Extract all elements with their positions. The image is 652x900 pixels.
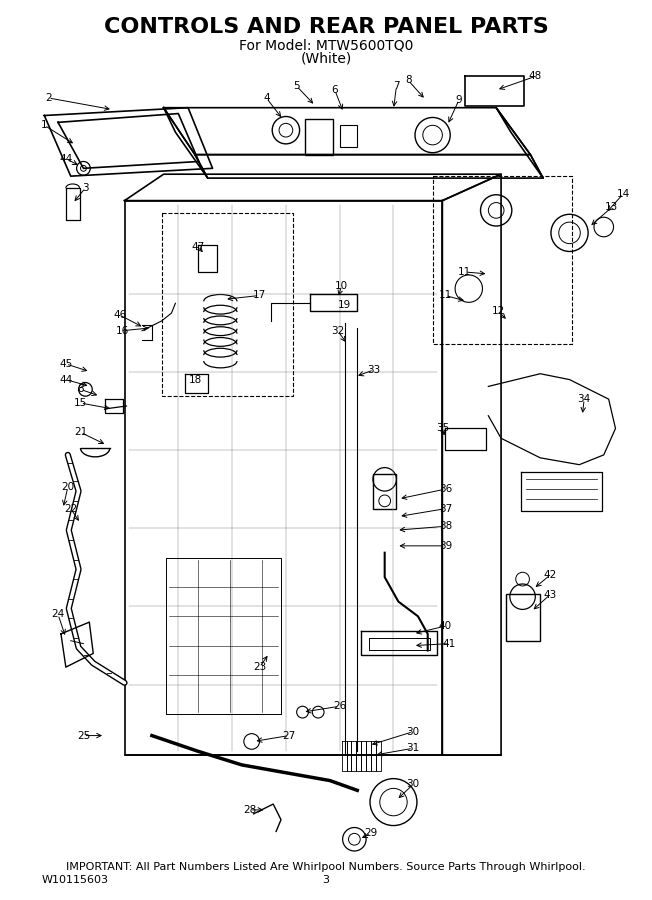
Text: 35: 35 (436, 424, 449, 434)
Text: 20: 20 (61, 482, 74, 492)
Text: 34: 34 (578, 394, 591, 404)
Text: 5: 5 (293, 81, 300, 91)
Text: 24: 24 (52, 609, 65, 619)
Text: 18: 18 (188, 374, 201, 384)
Text: 39: 39 (439, 541, 452, 551)
Text: IMPORTANT: All Part Numbers Listed Are Whirlpool Numbers. Source Parts Through W: IMPORTANT: All Part Numbers Listed Are W… (67, 861, 585, 871)
Text: 44: 44 (59, 374, 72, 384)
Text: 28: 28 (243, 805, 256, 814)
Bar (506, 594, 541, 641)
Text: 15: 15 (74, 398, 87, 408)
Bar (340, 125, 357, 147)
Text: 31: 31 (406, 743, 420, 753)
Text: W10115603: W10115603 (41, 876, 108, 886)
Text: 14: 14 (617, 189, 630, 199)
Text: 27: 27 (282, 731, 295, 741)
Bar (373, 474, 396, 508)
Text: 7: 7 (393, 81, 400, 91)
Text: 36: 36 (439, 484, 452, 494)
Text: 9: 9 (456, 94, 462, 105)
Text: 22: 22 (64, 504, 78, 514)
Text: CONTROLS AND REAR PANEL PARTS: CONTROLS AND REAR PANEL PARTS (104, 17, 548, 38)
Text: 8: 8 (77, 384, 84, 394)
Text: 11: 11 (458, 267, 471, 277)
Text: 41: 41 (443, 639, 456, 649)
Text: 47: 47 (191, 241, 205, 252)
Text: 1: 1 (41, 121, 48, 130)
Text: 6: 6 (331, 86, 338, 95)
Text: 17: 17 (253, 291, 266, 301)
Text: 32: 32 (331, 326, 344, 336)
Text: 43: 43 (543, 590, 557, 599)
Text: 19: 19 (338, 301, 351, 310)
Text: 4: 4 (263, 93, 270, 103)
Text: 44: 44 (59, 154, 72, 164)
Text: 23: 23 (253, 662, 266, 672)
Text: 3: 3 (323, 876, 329, 886)
Text: For Model: MTW5600TQ0: For Model: MTW5600TQ0 (239, 38, 413, 52)
Text: 16: 16 (116, 326, 129, 336)
Text: 38: 38 (439, 521, 452, 531)
Text: 26: 26 (333, 701, 346, 711)
Text: 40: 40 (439, 621, 452, 631)
Text: 25: 25 (77, 731, 90, 741)
Text: 30: 30 (406, 726, 420, 737)
Text: 10: 10 (335, 281, 348, 291)
Text: 45: 45 (59, 359, 72, 369)
Text: (White): (White) (301, 52, 351, 66)
Text: 2: 2 (45, 93, 52, 103)
Text: 48: 48 (529, 71, 542, 81)
Text: 29: 29 (364, 828, 378, 839)
Text: 30: 30 (406, 779, 420, 789)
Text: 13: 13 (605, 202, 618, 212)
Text: 3: 3 (82, 183, 89, 193)
Text: 37: 37 (439, 504, 452, 514)
Text: 46: 46 (113, 310, 126, 320)
Text: 42: 42 (543, 571, 557, 580)
Text: 33: 33 (367, 364, 381, 374)
Text: 21: 21 (74, 428, 87, 437)
Text: 8: 8 (405, 76, 411, 86)
Text: 12: 12 (492, 306, 505, 316)
Text: 11: 11 (439, 291, 452, 301)
Bar (305, 120, 333, 155)
